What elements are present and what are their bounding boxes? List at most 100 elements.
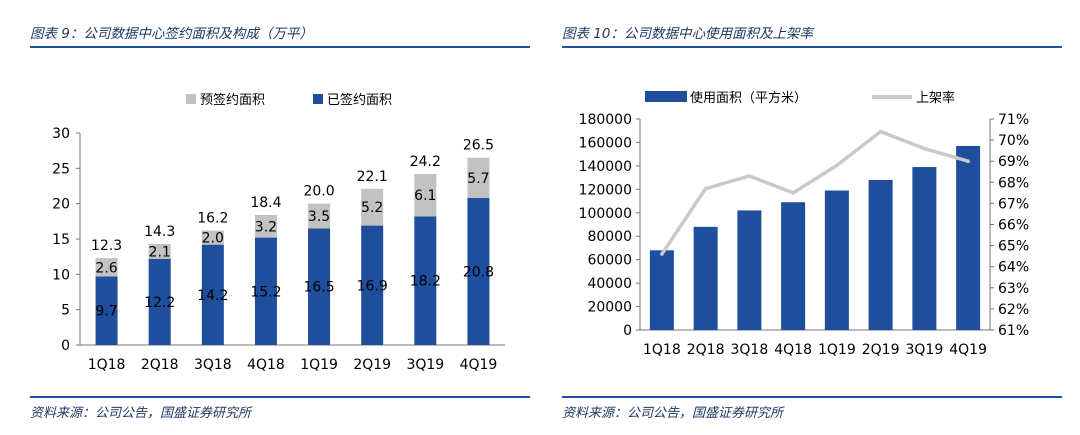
bar-signed-4Q19 — [467, 198, 490, 345]
label-total-4Q19: 26.5 — [463, 138, 494, 154]
left-y-tick-label: 100000 — [579, 206, 632, 222]
right-y-tick-label: 71% — [998, 112, 1029, 128]
x-tick-label: 4Q19 — [460, 357, 498, 373]
x-tick-label: 1Q18 — [643, 342, 681, 358]
label-presigned-3Q19: 6.1 — [414, 188, 436, 204]
left-y-tick-label: 0 — [623, 323, 632, 339]
x-tick-label: 4Q19 — [949, 342, 987, 358]
y-tick-label: 20 — [52, 197, 70, 213]
label-signed-1Q19: 16.5 — [303, 280, 334, 296]
x-tick-label: 2Q19 — [862, 342, 900, 358]
bar-presigned-2Q19 — [361, 188, 384, 226]
x-tick-label: 1Q18 — [88, 357, 126, 373]
x-tick-label: 2Q18 — [687, 342, 725, 358]
bar-used-area-2Q18 — [693, 226, 718, 330]
bar-signed-3Q19 — [414, 216, 437, 345]
y-tick-label: 15 — [52, 232, 70, 248]
right-y-tick-label: 70% — [998, 133, 1029, 149]
y-tick-label: 0 — [61, 338, 70, 354]
left-y-tick-label: 180000 — [579, 112, 632, 128]
left-title-rule — [30, 46, 530, 48]
label-signed-4Q19: 20.8 — [463, 265, 494, 281]
left-y-tick-label: 120000 — [579, 182, 632, 198]
label-total-3Q19: 24.2 — [410, 154, 441, 170]
label-presigned-1Q18: 2.6 — [95, 260, 117, 276]
label-total-3Q18: 16.2 — [197, 211, 228, 227]
y-tick-label: 30 — [52, 126, 70, 142]
label-presigned-4Q19: 5.7 — [467, 171, 489, 187]
bar-signed-4Q18 — [254, 237, 277, 345]
bar-used-area-1Q19 — [824, 190, 849, 330]
label-total-4Q18: 18.4 — [250, 195, 281, 211]
legend-label-occupancy: 上架率 — [916, 90, 955, 106]
bar-used-area-3Q19 — [912, 167, 937, 330]
label-total-2Q18: 14.3 — [144, 224, 175, 240]
bar-presigned-4Q18 — [254, 214, 277, 238]
bar-signed-2Q18 — [148, 258, 171, 345]
label-presigned-2Q18: 2.1 — [149, 244, 171, 260]
label-total-1Q18: 12.3 — [91, 238, 122, 254]
bar-presigned-1Q19 — [308, 203, 331, 229]
occupancy-point-4Q19 — [966, 159, 970, 163]
x-tick-label: 1Q19 — [818, 342, 856, 358]
stacked-bar-chart: 0 5 10 15 20 25 30 9.7 2.6 12.3 1Q18 12.2 2.1 14.3 2Q1… — [52, 92, 505, 373]
bar-used-area-3Q18 — [737, 210, 762, 330]
x-tick-label: 4Q18 — [774, 342, 812, 358]
label-signed-2Q19: 16.9 — [357, 278, 388, 294]
label-signed-2Q18: 12.2 — [144, 295, 175, 311]
bar-presigned-3Q19 — [414, 173, 437, 217]
occupancy-point-2Q19 — [878, 129, 883, 134]
right-y-tick-label: 65% — [998, 239, 1029, 255]
left-y-tick-label: 140000 — [579, 159, 632, 175]
x-tick-label: 2Q19 — [353, 357, 391, 373]
occupancy-point-2Q18 — [703, 186, 708, 191]
legend-label-presigned: 预签约面积 — [200, 92, 265, 108]
right-y-tick-label: 63% — [998, 281, 1029, 297]
x-tick-label: 3Q19 — [906, 342, 944, 358]
left-source-rule — [30, 396, 530, 398]
x-tick-label: 2Q18 — [141, 357, 179, 373]
occupancy-point-1Q18 — [660, 252, 664, 256]
legend-label-used-area: 使用面积（平方米） — [690, 90, 807, 106]
y-tick-label: 10 — [52, 267, 70, 283]
label-presigned-1Q19: 3.5 — [308, 209, 330, 225]
legend-label-signed: 已签约面积 — [327, 92, 392, 108]
x-tick-label: 3Q19 — [406, 357, 444, 373]
bar-used-area-1Q18 — [649, 250, 674, 330]
label-signed-1Q18: 9.7 — [95, 304, 117, 320]
right-source-rule — [562, 396, 1062, 398]
right-y-tick-label: 66% — [998, 218, 1029, 234]
occupancy-point-3Q19 — [922, 146, 927, 151]
right-y-tick-label: 67% — [998, 196, 1029, 212]
occupancy-rate-line — [660, 129, 969, 256]
right-source: 资料来源：公司公告，国盛证券研究所 — [562, 406, 784, 421]
left-y-tick-label: 60000 — [587, 253, 632, 269]
y-tick-label: 5 — [61, 303, 70, 319]
left-y-tick-label: 40000 — [587, 276, 632, 292]
bar-used-area-2Q19 — [868, 179, 893, 330]
bar-presigned-4Q19 — [467, 157, 490, 199]
right-y-tick-label: 62% — [998, 302, 1029, 318]
legend-swatch-signed — [313, 94, 323, 104]
right-y-tick-label: 61% — [998, 323, 1029, 339]
bar-used-area-4Q18 — [781, 202, 806, 330]
label-total-1Q19: 20.0 — [303, 184, 334, 200]
x-tick-label: 1Q19 — [300, 357, 338, 373]
label-total-2Q19: 22.1 — [357, 169, 388, 185]
left-figure-title: 图表 9：公司数据中心签约面积及构成（万平） — [30, 26, 313, 42]
label-signed-4Q18: 15.2 — [250, 284, 281, 300]
label-presigned-3Q18: 2.0 — [202, 231, 224, 247]
right-title-rule — [562, 46, 1062, 48]
left-y-tick-label: 80000 — [587, 229, 632, 245]
bar-presigned-1Q18 — [95, 258, 118, 277]
left-source: 资料来源：公司公告，国盛证券研究所 — [30, 406, 252, 421]
right-figure-title: 图表 10：公司数据中心使用面积及上架率 — [562, 26, 813, 42]
x-tick-label: 3Q18 — [731, 342, 769, 358]
right-y-tick-label: 64% — [998, 260, 1029, 276]
label-signed-3Q18: 14.2 — [197, 288, 228, 304]
legend-swatch-used-area — [645, 91, 687, 102]
bar-presigned-3Q18 — [201, 230, 224, 245]
right-y-tick-label: 68% — [998, 175, 1029, 191]
bar-signed-3Q18 — [201, 244, 224, 345]
left-y-tick-label: 160000 — [579, 135, 632, 151]
